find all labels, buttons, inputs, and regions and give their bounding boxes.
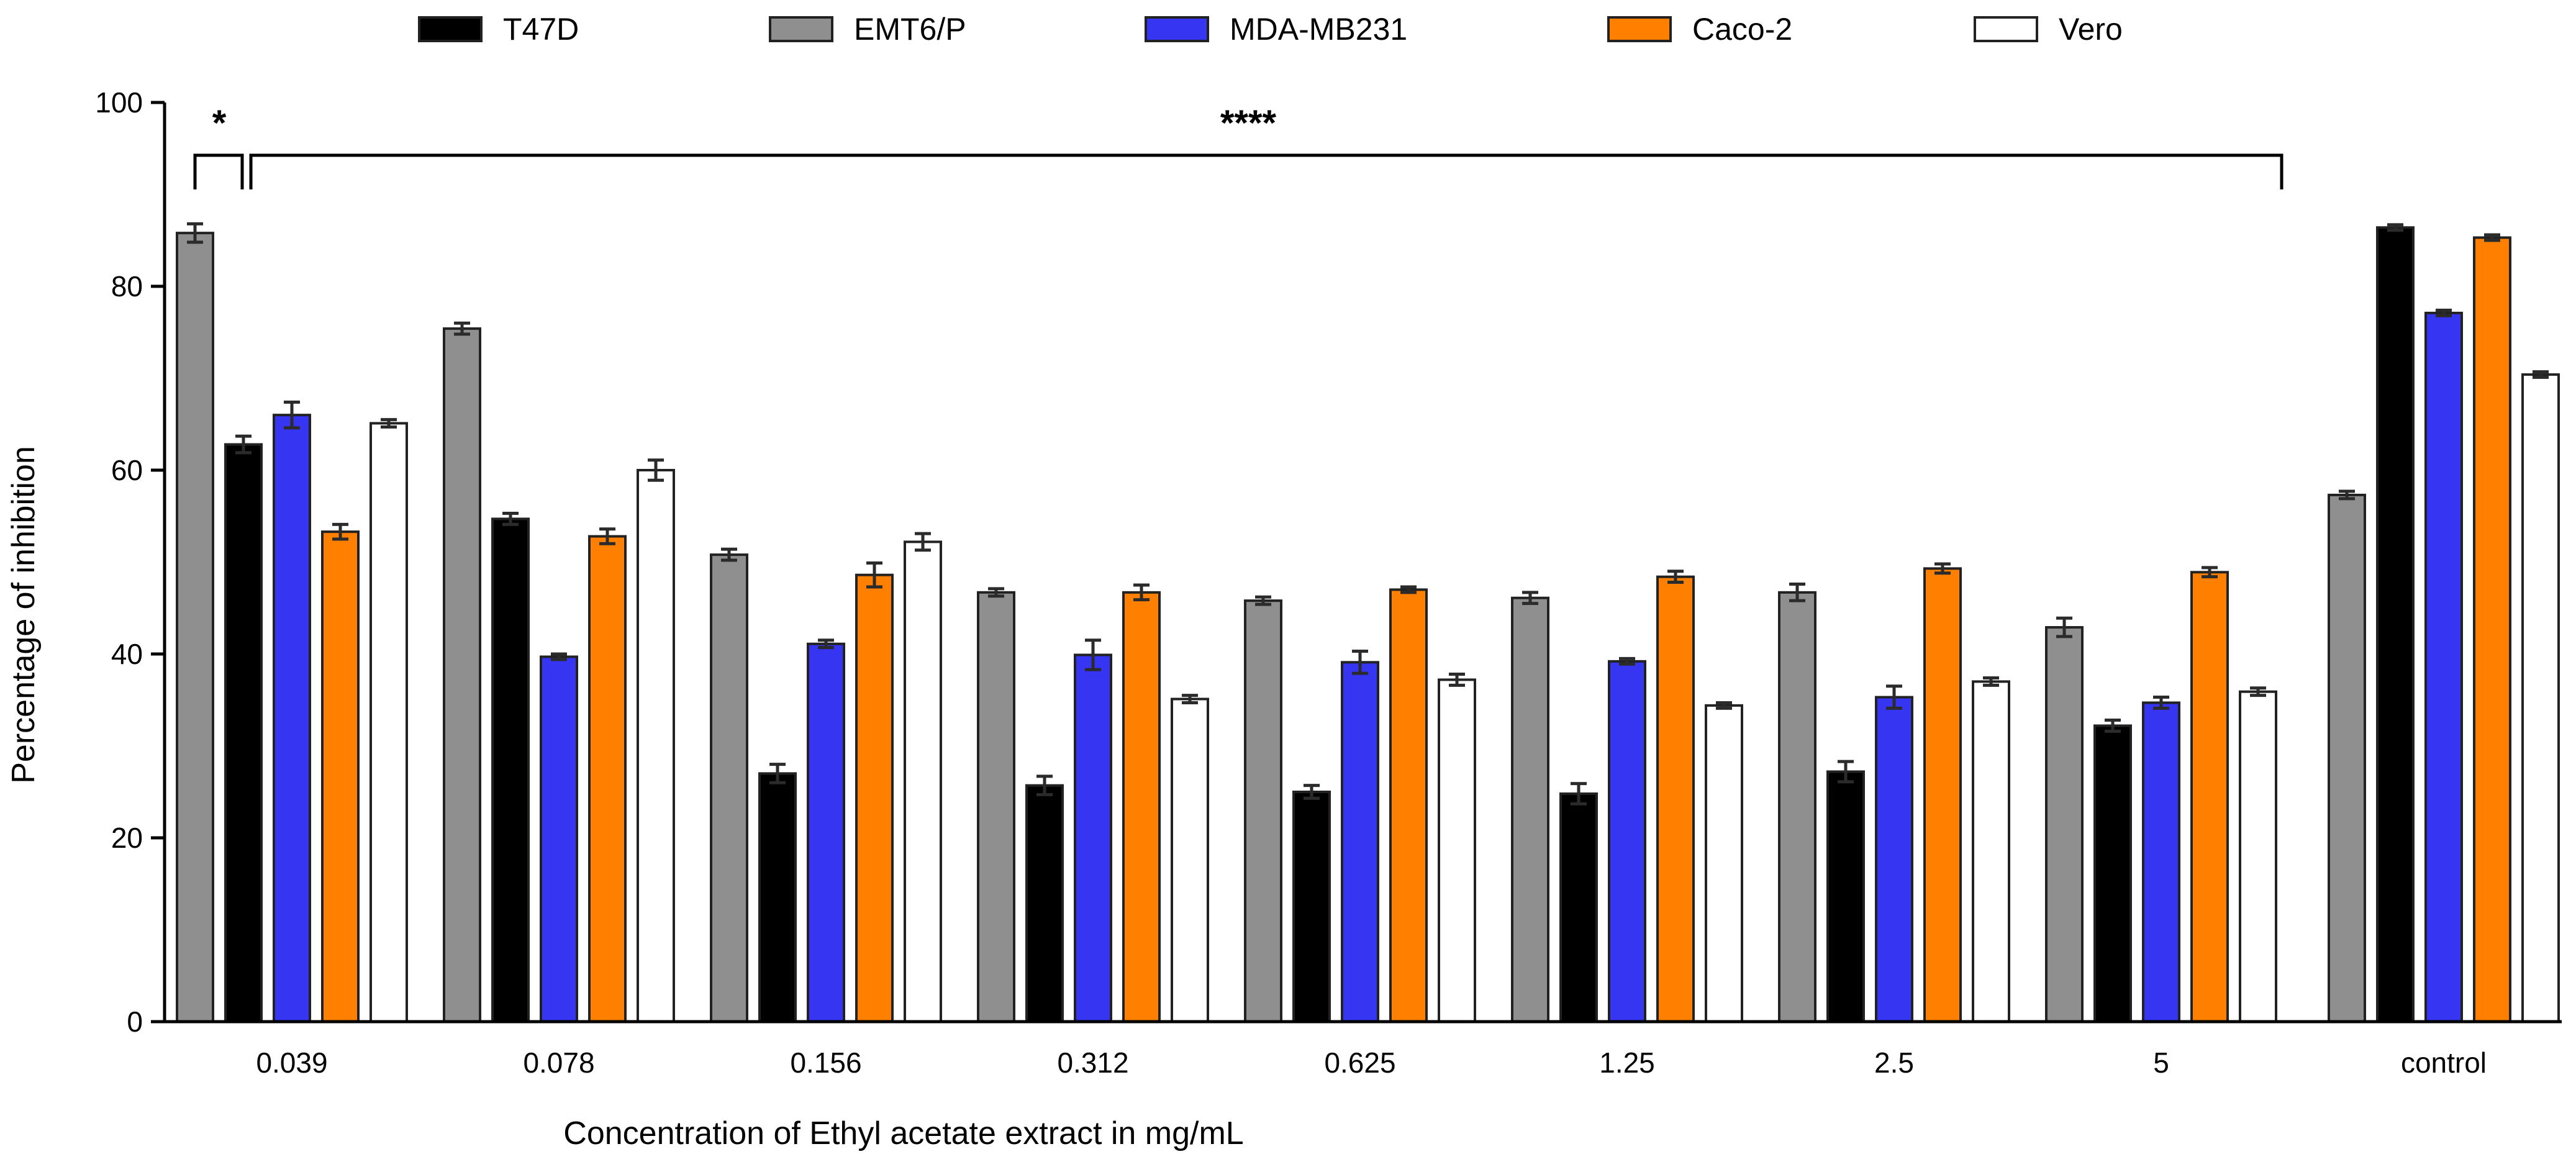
legend-label: Vero xyxy=(2059,12,2123,47)
bar xyxy=(2473,236,2511,1023)
x-tick-label: 0.156 xyxy=(790,1047,861,1079)
bar xyxy=(1025,784,1064,1023)
bar xyxy=(176,232,214,1023)
bar xyxy=(224,443,263,1023)
bar xyxy=(904,540,942,1023)
bar xyxy=(855,573,894,1023)
x-tick-label: 0.312 xyxy=(1057,1047,1128,1079)
bar xyxy=(977,591,1015,1023)
bar xyxy=(1778,591,1816,1023)
legend-swatch xyxy=(1607,16,1672,42)
x-tick-label: 1.25 xyxy=(1599,1047,1655,1079)
bar xyxy=(443,327,481,1024)
x-axis-title: Concentration of Ethyl acetate extract i… xyxy=(563,1115,1243,1151)
bar xyxy=(1171,697,1209,1023)
bar xyxy=(321,530,360,1023)
x-tick-label: 0.039 xyxy=(256,1047,327,1079)
bar xyxy=(807,642,845,1023)
legend-swatch xyxy=(1974,16,2038,42)
bar xyxy=(588,535,627,1023)
legend-label: T47D xyxy=(503,12,579,47)
significance-annotations: * **** xyxy=(193,103,2283,189)
x-axis: 0.039 0.078 0.156 0.312 0.625 1.25 2.5 5 control xyxy=(165,1020,2562,1079)
x-tick-label: 5 xyxy=(2153,1047,2169,1079)
y-axis-title: Percentage of inhibition xyxy=(6,446,42,784)
bar xyxy=(2424,311,2463,1023)
y-tick-label: 0 xyxy=(127,1006,143,1038)
x-tick-label: 0.078 xyxy=(523,1047,594,1079)
bar xyxy=(1608,660,1646,1023)
bar xyxy=(2142,701,2180,1023)
x-tick-label: 0.625 xyxy=(1324,1047,1395,1079)
y-tick-label: 100 xyxy=(95,86,143,119)
y-tick-label: 80 xyxy=(111,270,143,302)
bar xyxy=(1341,661,1379,1023)
bar xyxy=(1875,696,1913,1024)
bar xyxy=(1292,791,1331,1023)
bar xyxy=(1826,770,1865,1023)
y-axis: 0 20 40 60 80 100 xyxy=(95,86,166,1038)
bar xyxy=(491,517,530,1023)
bar xyxy=(1559,792,1598,1023)
legend-swatch xyxy=(769,16,833,42)
bar xyxy=(2521,373,2560,1024)
bar xyxy=(1923,567,1962,1023)
significance-label: * xyxy=(212,103,227,143)
legend-label: Caco-2 xyxy=(1692,12,1792,47)
bar xyxy=(1705,704,1743,1023)
bar xyxy=(1656,575,1695,1023)
bar xyxy=(1389,588,1428,1023)
significance-bracket xyxy=(193,153,244,189)
legend-swatch xyxy=(418,16,483,42)
y-tick-label: 20 xyxy=(111,822,143,854)
bar xyxy=(2328,493,2366,1023)
bar xyxy=(710,553,748,1023)
legend-label: MDA-MB231 xyxy=(1230,12,1407,47)
legend-swatch xyxy=(1145,16,1209,42)
bar xyxy=(2190,571,2229,1023)
y-tick-label: 60 xyxy=(111,454,143,486)
y-tick-label: 40 xyxy=(111,638,143,670)
bar xyxy=(1244,599,1282,1023)
significance-bracket xyxy=(249,153,2283,189)
bar xyxy=(758,772,797,1024)
bar xyxy=(2093,724,2132,1023)
legend: T47D EMT6/P MDA-MB231 Caco-2 Vero xyxy=(418,12,2123,47)
bar xyxy=(1074,653,1112,1023)
bar xyxy=(1122,591,1161,1023)
x-tick-label: 2.5 xyxy=(1874,1047,1914,1079)
legend-label: EMT6/P xyxy=(854,12,966,47)
bar xyxy=(1438,678,1476,1023)
bar xyxy=(2239,690,2277,1024)
x-tick-label: control xyxy=(2401,1047,2487,1079)
bar xyxy=(2376,226,2415,1023)
bars xyxy=(176,222,2560,1024)
bar xyxy=(370,422,408,1023)
significance-label: **** xyxy=(1220,103,1277,143)
bar xyxy=(1972,680,2010,1023)
bar xyxy=(273,414,311,1023)
bar xyxy=(540,655,578,1023)
bar xyxy=(1511,596,1549,1023)
bar xyxy=(637,469,675,1023)
bar xyxy=(2045,626,2084,1023)
